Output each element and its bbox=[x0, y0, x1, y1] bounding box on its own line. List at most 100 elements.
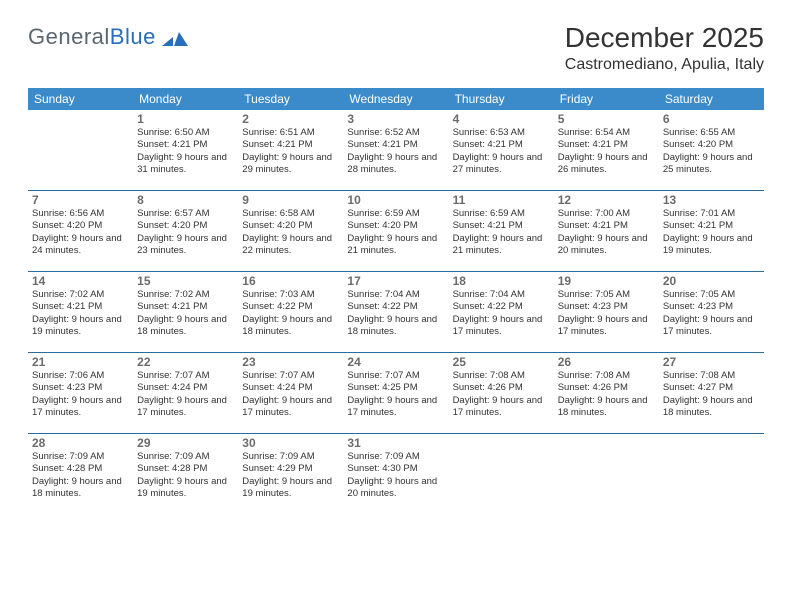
day-info: Sunrise: 6:53 AMSunset: 4:21 PMDaylight:… bbox=[453, 127, 550, 176]
day-info: Sunrise: 6:59 AMSunset: 4:21 PMDaylight:… bbox=[453, 208, 550, 257]
day-info: Sunrise: 7:08 AMSunset: 4:27 PMDaylight:… bbox=[663, 370, 760, 419]
calendar-cell: 27Sunrise: 7:08 AMSunset: 4:27 PMDayligh… bbox=[659, 353, 764, 434]
day-info: Sunrise: 6:54 AMSunset: 4:21 PMDaylight:… bbox=[558, 127, 655, 176]
logo: GeneralBlue bbox=[28, 22, 188, 50]
day-info: Sunrise: 7:08 AMSunset: 4:26 PMDaylight:… bbox=[453, 370, 550, 419]
day-number: 13 bbox=[663, 193, 760, 207]
day-number: 22 bbox=[137, 355, 234, 369]
calendar-week-row: 1Sunrise: 6:50 AMSunset: 4:21 PMDaylight… bbox=[28, 110, 764, 191]
day-info: Sunrise: 7:09 AMSunset: 4:28 PMDaylight:… bbox=[137, 451, 234, 500]
calendar-cell: 20Sunrise: 7:05 AMSunset: 4:23 PMDayligh… bbox=[659, 272, 764, 353]
calendar-cell: 7Sunrise: 6:56 AMSunset: 4:20 PMDaylight… bbox=[28, 191, 133, 272]
day-info: Sunrise: 7:09 AMSunset: 4:29 PMDaylight:… bbox=[242, 451, 339, 500]
calendar-week-row: 14Sunrise: 7:02 AMSunset: 4:21 PMDayligh… bbox=[28, 272, 764, 353]
day-number: 4 bbox=[453, 112, 550, 126]
day-number: 6 bbox=[663, 112, 760, 126]
calendar-cell: 8Sunrise: 6:57 AMSunset: 4:20 PMDaylight… bbox=[133, 191, 238, 272]
logo-text: GeneralBlue bbox=[28, 24, 156, 50]
calendar-cell: 21Sunrise: 7:06 AMSunset: 4:23 PMDayligh… bbox=[28, 353, 133, 434]
day-info: Sunrise: 7:05 AMSunset: 4:23 PMDaylight:… bbox=[558, 289, 655, 338]
day-info: Sunrise: 6:59 AMSunset: 4:20 PMDaylight:… bbox=[347, 208, 444, 257]
calendar-cell: 22Sunrise: 7:07 AMSunset: 4:24 PMDayligh… bbox=[133, 353, 238, 434]
calendar-cell: 17Sunrise: 7:04 AMSunset: 4:22 PMDayligh… bbox=[343, 272, 448, 353]
calendar-cell: 23Sunrise: 7:07 AMSunset: 4:24 PMDayligh… bbox=[238, 353, 343, 434]
weekday-header: Wednesday bbox=[343, 88, 448, 110]
calendar-cell: 16Sunrise: 7:03 AMSunset: 4:22 PMDayligh… bbox=[238, 272, 343, 353]
day-number: 25 bbox=[453, 355, 550, 369]
day-info: Sunrise: 7:09 AMSunset: 4:28 PMDaylight:… bbox=[32, 451, 129, 500]
day-info: Sunrise: 7:07 AMSunset: 4:25 PMDaylight:… bbox=[347, 370, 444, 419]
day-number: 24 bbox=[347, 355, 444, 369]
day-number: 12 bbox=[558, 193, 655, 207]
day-number: 18 bbox=[453, 274, 550, 288]
weekday-header: Monday bbox=[133, 88, 238, 110]
day-info: Sunrise: 7:04 AMSunset: 4:22 PMDaylight:… bbox=[347, 289, 444, 338]
day-number: 10 bbox=[347, 193, 444, 207]
calendar-cell bbox=[28, 110, 133, 191]
day-info: Sunrise: 7:08 AMSunset: 4:26 PMDaylight:… bbox=[558, 370, 655, 419]
day-info: Sunrise: 7:07 AMSunset: 4:24 PMDaylight:… bbox=[242, 370, 339, 419]
weekday-header: Tuesday bbox=[238, 88, 343, 110]
calendar-cell: 4Sunrise: 6:53 AMSunset: 4:21 PMDaylight… bbox=[449, 110, 554, 191]
day-number: 30 bbox=[242, 436, 339, 450]
day-info: Sunrise: 6:51 AMSunset: 4:21 PMDaylight:… bbox=[242, 127, 339, 176]
calendar-cell bbox=[554, 434, 659, 515]
calendar-cell: 12Sunrise: 7:00 AMSunset: 4:21 PMDayligh… bbox=[554, 191, 659, 272]
day-number: 1 bbox=[137, 112, 234, 126]
day-info: Sunrise: 7:01 AMSunset: 4:21 PMDaylight:… bbox=[663, 208, 760, 257]
day-number: 23 bbox=[242, 355, 339, 369]
title-box: December 2025 Castromediano, Apulia, Ita… bbox=[565, 22, 764, 74]
day-info: Sunrise: 6:52 AMSunset: 4:21 PMDaylight:… bbox=[347, 127, 444, 176]
calendar-cell: 30Sunrise: 7:09 AMSunset: 4:29 PMDayligh… bbox=[238, 434, 343, 515]
calendar-cell: 5Sunrise: 6:54 AMSunset: 4:21 PMDaylight… bbox=[554, 110, 659, 191]
day-number: 19 bbox=[558, 274, 655, 288]
day-number: 21 bbox=[32, 355, 129, 369]
calendar-cell: 25Sunrise: 7:08 AMSunset: 4:26 PMDayligh… bbox=[449, 353, 554, 434]
day-number: 16 bbox=[242, 274, 339, 288]
calendar-cell bbox=[659, 434, 764, 515]
day-info: Sunrise: 6:56 AMSunset: 4:20 PMDaylight:… bbox=[32, 208, 129, 257]
location: Castromediano, Apulia, Italy bbox=[565, 56, 764, 74]
day-info: Sunrise: 7:00 AMSunset: 4:21 PMDaylight:… bbox=[558, 208, 655, 257]
day-number: 17 bbox=[347, 274, 444, 288]
day-info: Sunrise: 6:58 AMSunset: 4:20 PMDaylight:… bbox=[242, 208, 339, 257]
calendar-cell: 26Sunrise: 7:08 AMSunset: 4:26 PMDayligh… bbox=[554, 353, 659, 434]
header: GeneralBlue December 2025 Castromediano,… bbox=[28, 22, 764, 74]
calendar-cell: 29Sunrise: 7:09 AMSunset: 4:28 PMDayligh… bbox=[133, 434, 238, 515]
weekday-header: Friday bbox=[554, 88, 659, 110]
day-info: Sunrise: 7:03 AMSunset: 4:22 PMDaylight:… bbox=[242, 289, 339, 338]
day-number: 3 bbox=[347, 112, 444, 126]
day-info: Sunrise: 7:09 AMSunset: 4:30 PMDaylight:… bbox=[347, 451, 444, 500]
day-info: Sunrise: 7:02 AMSunset: 4:21 PMDaylight:… bbox=[32, 289, 129, 338]
calendar-cell: 28Sunrise: 7:09 AMSunset: 4:28 PMDayligh… bbox=[28, 434, 133, 515]
weekday-header: Sunday bbox=[28, 88, 133, 110]
weekday-header: Saturday bbox=[659, 88, 764, 110]
calendar-cell: 10Sunrise: 6:59 AMSunset: 4:20 PMDayligh… bbox=[343, 191, 448, 272]
day-number: 11 bbox=[453, 193, 550, 207]
calendar-cell: 9Sunrise: 6:58 AMSunset: 4:20 PMDaylight… bbox=[238, 191, 343, 272]
day-number: 15 bbox=[137, 274, 234, 288]
day-info: Sunrise: 7:02 AMSunset: 4:21 PMDaylight:… bbox=[137, 289, 234, 338]
calendar-cell: 11Sunrise: 6:59 AMSunset: 4:21 PMDayligh… bbox=[449, 191, 554, 272]
calendar-cell: 13Sunrise: 7:01 AMSunset: 4:21 PMDayligh… bbox=[659, 191, 764, 272]
weekday-header-row: SundayMondayTuesdayWednesdayThursdayFrid… bbox=[28, 88, 764, 110]
logo-mark-icon bbox=[162, 28, 188, 46]
day-number: 7 bbox=[32, 193, 129, 207]
logo-part2: Blue bbox=[110, 24, 156, 49]
calendar-cell: 15Sunrise: 7:02 AMSunset: 4:21 PMDayligh… bbox=[133, 272, 238, 353]
calendar-week-row: 28Sunrise: 7:09 AMSunset: 4:28 PMDayligh… bbox=[28, 434, 764, 515]
day-info: Sunrise: 7:05 AMSunset: 4:23 PMDaylight:… bbox=[663, 289, 760, 338]
day-info: Sunrise: 7:06 AMSunset: 4:23 PMDaylight:… bbox=[32, 370, 129, 419]
day-number: 27 bbox=[663, 355, 760, 369]
calendar-cell: 24Sunrise: 7:07 AMSunset: 4:25 PMDayligh… bbox=[343, 353, 448, 434]
day-number: 26 bbox=[558, 355, 655, 369]
day-info: Sunrise: 6:50 AMSunset: 4:21 PMDaylight:… bbox=[137, 127, 234, 176]
day-number: 29 bbox=[137, 436, 234, 450]
weekday-header: Thursday bbox=[449, 88, 554, 110]
day-number: 20 bbox=[663, 274, 760, 288]
day-number: 28 bbox=[32, 436, 129, 450]
day-info: Sunrise: 7:07 AMSunset: 4:24 PMDaylight:… bbox=[137, 370, 234, 419]
calendar-cell: 6Sunrise: 6:55 AMSunset: 4:20 PMDaylight… bbox=[659, 110, 764, 191]
day-number: 31 bbox=[347, 436, 444, 450]
calendar-table: SundayMondayTuesdayWednesdayThursdayFrid… bbox=[28, 88, 764, 514]
